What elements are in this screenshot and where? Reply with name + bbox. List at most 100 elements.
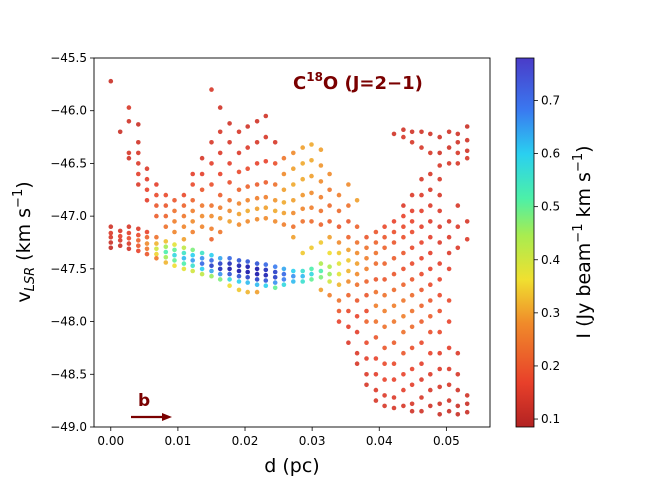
data-point xyxy=(144,234,150,240)
data-point xyxy=(401,282,406,288)
data-point xyxy=(281,222,287,227)
data-point xyxy=(409,408,415,414)
data-point xyxy=(291,198,296,203)
data-point xyxy=(336,319,342,324)
data-point xyxy=(154,213,159,219)
data-point xyxy=(446,161,452,166)
data-point xyxy=(455,150,461,156)
data-point xyxy=(437,401,443,407)
data-point xyxy=(464,219,470,224)
data-point xyxy=(336,240,342,245)
data-point xyxy=(163,249,169,255)
data-point xyxy=(336,298,342,303)
data-point xyxy=(199,271,205,277)
data-point xyxy=(336,208,342,214)
data-point xyxy=(126,230,132,236)
data-point xyxy=(108,234,114,240)
data-point xyxy=(245,280,250,285)
data-point xyxy=(154,192,159,198)
data-point xyxy=(300,250,306,256)
data-point xyxy=(263,134,269,140)
data-point xyxy=(272,219,278,224)
data-point xyxy=(409,261,415,266)
data-point xyxy=(401,266,406,272)
data-point xyxy=(154,234,159,240)
data-point xyxy=(428,131,433,137)
data-point xyxy=(236,287,242,293)
data-point xyxy=(382,361,387,367)
data-point xyxy=(409,219,415,224)
data-point xyxy=(209,203,214,208)
data-point xyxy=(291,224,296,229)
data-point xyxy=(409,140,415,145)
data-point xyxy=(464,401,470,407)
data-point xyxy=(464,409,470,415)
data-point xyxy=(190,198,195,203)
data-point xyxy=(327,234,332,240)
x-tick-label: 0.04 xyxy=(366,434,393,448)
data-point xyxy=(391,229,397,235)
data-point xyxy=(209,237,214,242)
y-tick-label: −48.0 xyxy=(50,315,87,329)
data-point xyxy=(126,150,132,156)
data-point xyxy=(190,208,195,214)
data-point xyxy=(391,219,397,224)
data-point xyxy=(382,261,387,266)
data-point xyxy=(419,224,424,229)
data-point xyxy=(446,298,452,303)
data-point xyxy=(364,279,369,284)
data-point xyxy=(409,192,415,198)
data-point xyxy=(327,219,332,224)
data-point xyxy=(263,113,269,119)
data-point xyxy=(199,171,205,177)
data-point xyxy=(382,403,387,409)
data-point xyxy=(318,287,324,293)
data-point xyxy=(318,261,324,266)
data-point xyxy=(391,377,397,382)
data-point xyxy=(419,176,424,182)
data-point xyxy=(154,251,159,257)
data-point xyxy=(227,208,232,214)
data-point xyxy=(254,271,260,277)
data-point xyxy=(190,258,195,263)
data-point xyxy=(126,105,132,110)
data-point xyxy=(346,219,351,224)
data-point xyxy=(272,269,278,275)
data-point xyxy=(401,314,406,319)
data-point xyxy=(136,171,141,177)
data-point xyxy=(446,382,452,388)
data-point xyxy=(227,277,232,282)
data-point xyxy=(391,319,397,324)
data-point xyxy=(245,184,250,189)
data-point xyxy=(401,203,406,208)
data-point xyxy=(245,124,250,129)
data-point xyxy=(354,240,360,245)
data-point xyxy=(281,187,287,193)
data-point xyxy=(291,150,296,156)
data-point xyxy=(236,263,242,269)
data-point xyxy=(254,140,260,145)
data-point xyxy=(428,314,433,319)
data-point xyxy=(181,237,187,242)
y-axis: −49.0 −48.5 −48.0 −47.5 −47.0 −46.5 −46.0 −45.5 xyxy=(50,51,94,434)
data-point xyxy=(409,229,415,235)
data-point xyxy=(254,217,260,222)
data-point xyxy=(136,161,141,166)
data-point xyxy=(254,282,260,288)
data-point xyxy=(327,203,332,208)
data-point xyxy=(136,243,141,248)
data-point xyxy=(291,279,296,284)
data-point xyxy=(154,246,159,252)
data-point xyxy=(382,308,387,314)
colorbar-tick-label: 0.6 xyxy=(541,147,560,161)
data-point xyxy=(163,224,169,229)
data-point xyxy=(382,324,387,330)
data-point xyxy=(172,263,177,269)
data-point xyxy=(172,219,177,224)
data-point xyxy=(300,268,306,274)
data-point xyxy=(227,219,232,224)
data-point xyxy=(437,240,443,245)
data-point xyxy=(364,356,369,361)
data-point xyxy=(327,171,332,177)
